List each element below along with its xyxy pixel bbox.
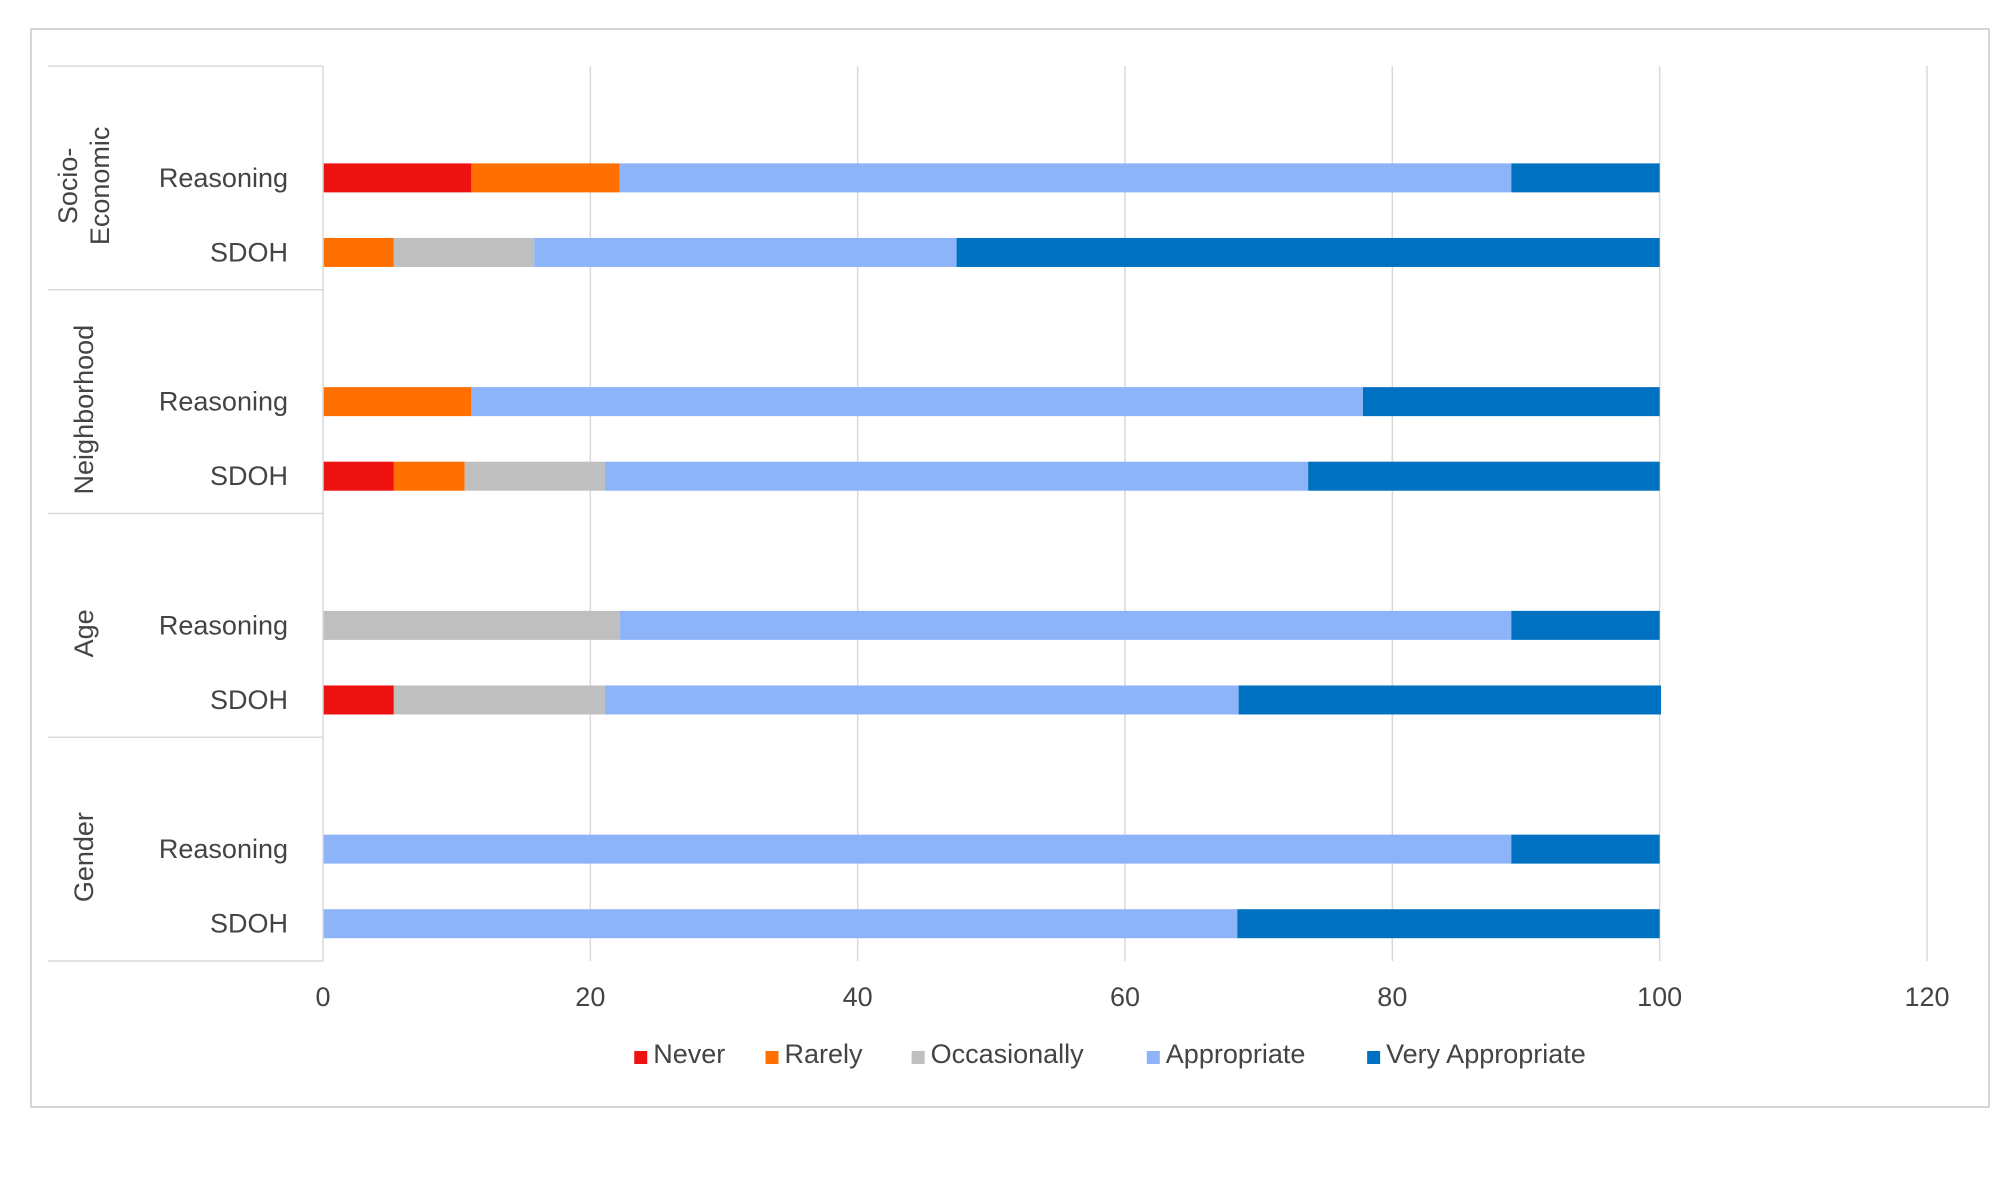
group-label: Socio-Economic: [53, 127, 115, 246]
bar-segment: [323, 610, 620, 640]
group-label-line: Neighborhood: [69, 325, 99, 495]
bar-segment: [605, 685, 1239, 715]
group-label-line: Gender: [69, 812, 99, 902]
legend-swatch: [765, 1051, 779, 1064]
bar-segment: [605, 461, 1309, 491]
legend-label: Appropriate: [1166, 1039, 1306, 1069]
legend-label: Very Appropriate: [1386, 1039, 1586, 1069]
bar-segment: [1511, 163, 1660, 193]
row-label: Reasoning: [159, 610, 288, 640]
bar-segment: [393, 237, 535, 267]
group-label: Age: [69, 609, 99, 657]
bar-segment: [1511, 610, 1660, 640]
row-label: Reasoning: [159, 163, 288, 193]
bar-segment: [323, 387, 472, 417]
x-tick-label: 0: [315, 982, 330, 1012]
bar-segment: [1237, 909, 1660, 939]
bar-segment: [1362, 387, 1660, 417]
row-label: SDOH: [210, 237, 288, 267]
bar-segment: [323, 461, 394, 491]
bar-segment: [323, 163, 472, 193]
x-tick-label: 20: [575, 982, 605, 1012]
bar-segment: [534, 237, 957, 267]
group-label: Gender: [69, 812, 99, 902]
bar-segment: [1511, 834, 1660, 864]
bar-segment: [471, 163, 620, 193]
bar-segment: [1308, 461, 1660, 491]
x-tick-label: 80: [1377, 982, 1407, 1012]
row-label: Reasoning: [159, 387, 288, 417]
bar-segment: [464, 461, 606, 491]
legend-swatch: [634, 1051, 648, 1064]
bar-segment: [1238, 685, 1662, 715]
row-label: SDOH: [210, 909, 288, 939]
bar-segment: [323, 909, 1238, 939]
x-tick-label: 100: [1637, 982, 1682, 1012]
legend-swatch: [1146, 1051, 1160, 1064]
legend-swatch: [1367, 1051, 1381, 1064]
row-label: Reasoning: [159, 834, 288, 864]
chart-frame: [30, 28, 1990, 1108]
bar-segment: [323, 685, 394, 715]
group-label-line: Socio-: [53, 148, 83, 225]
bar-segment: [619, 610, 1512, 640]
row-label: SDOH: [210, 461, 288, 491]
x-tick-label: 60: [1110, 982, 1140, 1012]
legend-label: Occasionally: [931, 1039, 1085, 1069]
legend-swatch: [911, 1051, 925, 1064]
bar-segment: [471, 387, 1363, 417]
bar-segment: [323, 237, 394, 267]
group-label: Neighborhood: [69, 325, 99, 495]
x-tick-label: 40: [843, 982, 873, 1012]
legend-label: Rarely: [785, 1039, 864, 1069]
group-label-line: Age: [69, 609, 99, 657]
row-label: SDOH: [210, 685, 288, 715]
legend-label: Never: [653, 1039, 725, 1069]
x-tick-label: 120: [1904, 982, 1949, 1012]
group-label-line: Economic: [85, 127, 115, 246]
bar-segment: [619, 163, 1512, 193]
bar-segment: [956, 237, 1660, 267]
bar-segment: [323, 834, 1512, 864]
bar-segment: [393, 461, 465, 491]
bar-segment: [393, 685, 606, 715]
